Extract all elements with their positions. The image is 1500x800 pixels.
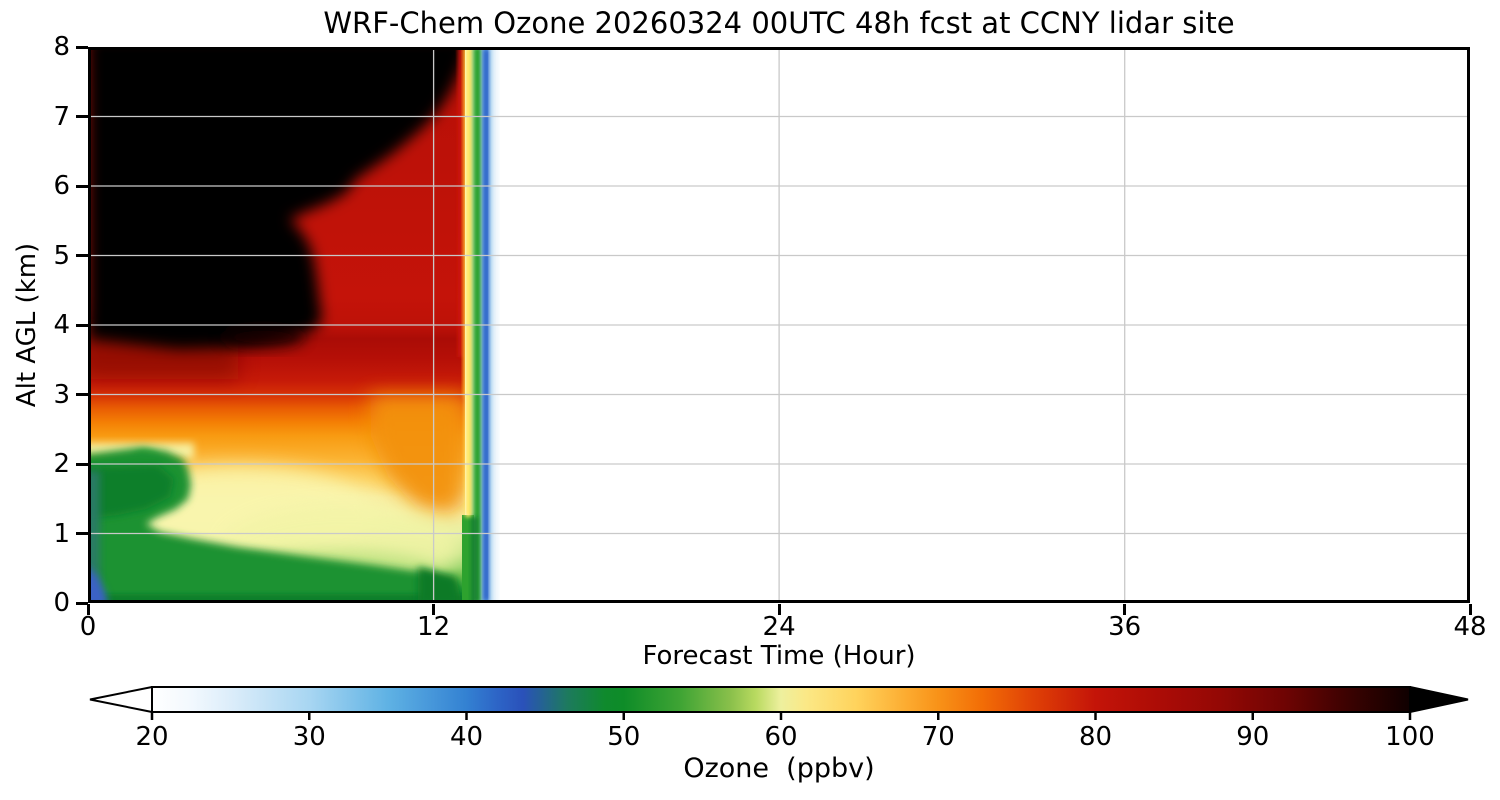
colorbar-tick-label: 40	[449, 722, 484, 752]
colorbar-tick-label: 30	[292, 722, 326, 752]
high-ozone-black-region	[88, 47, 465, 349]
plot-title: WRF-Chem Ozone 20260324 00UTC 48h fcst a…	[323, 6, 1235, 40]
x-tick-mark	[1123, 604, 1127, 615]
colorbar	[87, 685, 1471, 724]
x-tick-label: 12	[417, 612, 451, 642]
y-tick-mark	[76, 393, 88, 396]
x-tick-label: 36	[1108, 612, 1142, 642]
low-ozone-green-region	[88, 447, 465, 603]
colorbar-tick-label: 20	[135, 722, 169, 752]
x-axis-label: Forecast Time (Hour)	[642, 641, 916, 671]
y-tick-mark	[76, 601, 88, 605]
plot-border	[88, 47, 1470, 603]
y-tick-mark	[76, 254, 88, 257]
y-tick-mark	[76, 532, 88, 535]
gridlines	[88, 47, 1470, 603]
colorbar-tick-label: 90	[1236, 722, 1270, 752]
colorbar-tick-label: 80	[1078, 722, 1113, 752]
plot-panel	[88, 47, 1470, 603]
blue-corner-region	[88, 567, 108, 603]
colorbar-tick-label: 70	[921, 722, 955, 752]
x-tick-label: 48	[1453, 612, 1487, 642]
colorbar-label: Ozone (ppbv)	[683, 753, 875, 784]
y-tick-label: 3	[53, 379, 70, 410]
y-tick-label: 7	[53, 101, 70, 132]
colorbar-gradient-bar	[151, 686, 1411, 713]
x-tick-mark	[86, 604, 90, 615]
y-tick-label: 0	[53, 588, 70, 618]
y-tick-label: 1	[53, 518, 70, 549]
y-tick-label: 8	[53, 32, 70, 62]
colorbar-tick-label: 60	[764, 722, 798, 752]
x-tick-label: 0	[79, 612, 97, 642]
y-tick-mark	[76, 462, 88, 466]
colorbar-tick-marks	[150, 712, 1412, 720]
y-tick-label: 5	[53, 240, 70, 271]
y-tick-label: 4	[53, 310, 70, 340]
y-tick-label: 2	[53, 449, 70, 479]
y-tick-mark	[76, 45, 88, 49]
x-tick-mark	[777, 604, 781, 615]
y-tick-label: 6	[53, 171, 70, 201]
colorbar-under-arrow	[89, 685, 153, 714]
colorbar-tick-label: 50	[607, 722, 641, 752]
y-axis-label: Alt AGL (km)	[12, 242, 42, 408]
colorbar-tick-label: 100	[1385, 722, 1435, 752]
colorbar-over-arrow	[1409, 685, 1469, 714]
y-tick-mark	[76, 323, 88, 327]
y-tick-mark	[76, 184, 88, 188]
y-tick-mark	[76, 115, 88, 118]
x-tick-mark	[1468, 604, 1472, 615]
contour-plot	[88, 47, 1470, 603]
x-tick-mark	[432, 604, 436, 615]
colorbar-graphic	[89, 685, 1469, 720]
x-tick-label: 24	[762, 612, 796, 642]
